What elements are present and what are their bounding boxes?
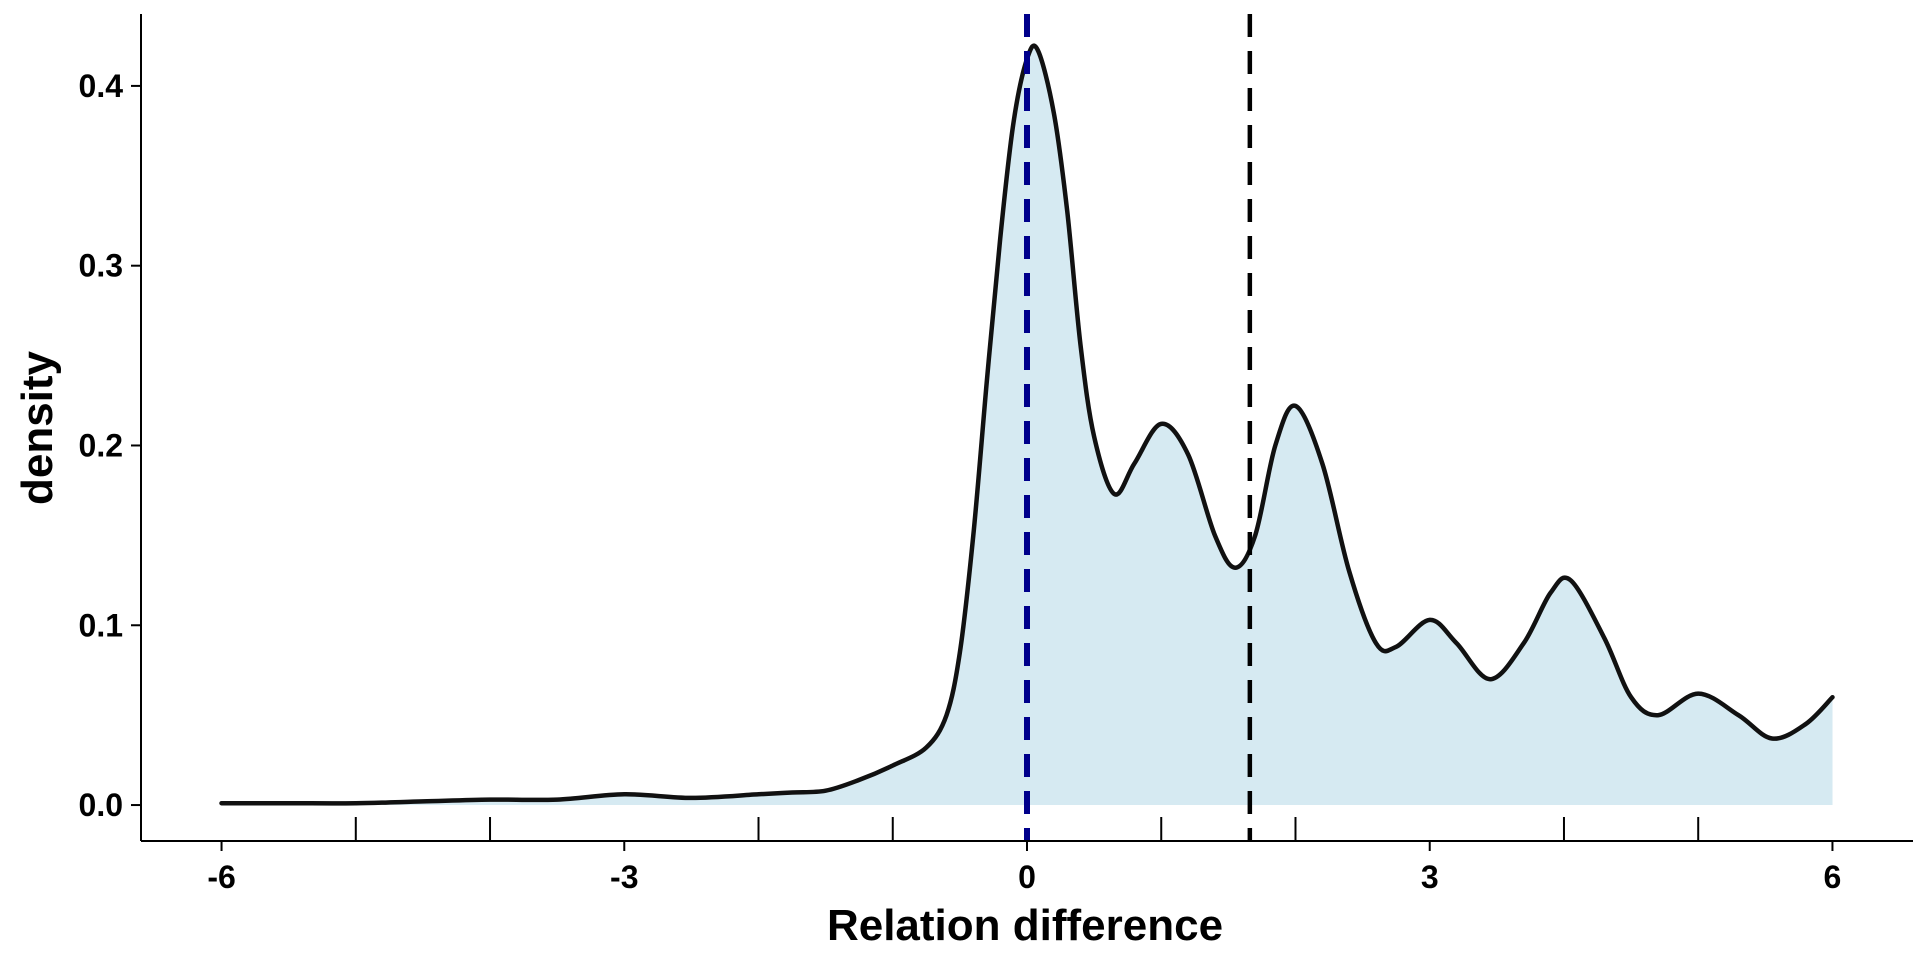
x-tick-label: 3 xyxy=(1421,859,1439,895)
y-tick-label: 0.3 xyxy=(79,248,123,284)
x-axis-title: Relation difference xyxy=(827,901,1223,950)
y-tick-label: 0.1 xyxy=(79,607,123,643)
density-curve xyxy=(219,43,1835,806)
x-tick-label: -3 xyxy=(610,859,638,895)
x-tick-label: 6 xyxy=(1824,859,1842,895)
axes-layer: -6 -3 0 3 6 0.0 0.1 0.2 0.3 0.4 xyxy=(79,14,1913,895)
y-axis-title: density xyxy=(13,350,62,505)
x-tick-label: 0 xyxy=(1018,859,1036,895)
y-tick-label: 0.4 xyxy=(79,68,124,104)
y-tick-label: 0.0 xyxy=(79,787,123,823)
reference-lines-layer xyxy=(1024,14,1253,841)
x-tick-label: -6 xyxy=(207,859,235,895)
y-tick-label: 0.2 xyxy=(79,427,123,463)
